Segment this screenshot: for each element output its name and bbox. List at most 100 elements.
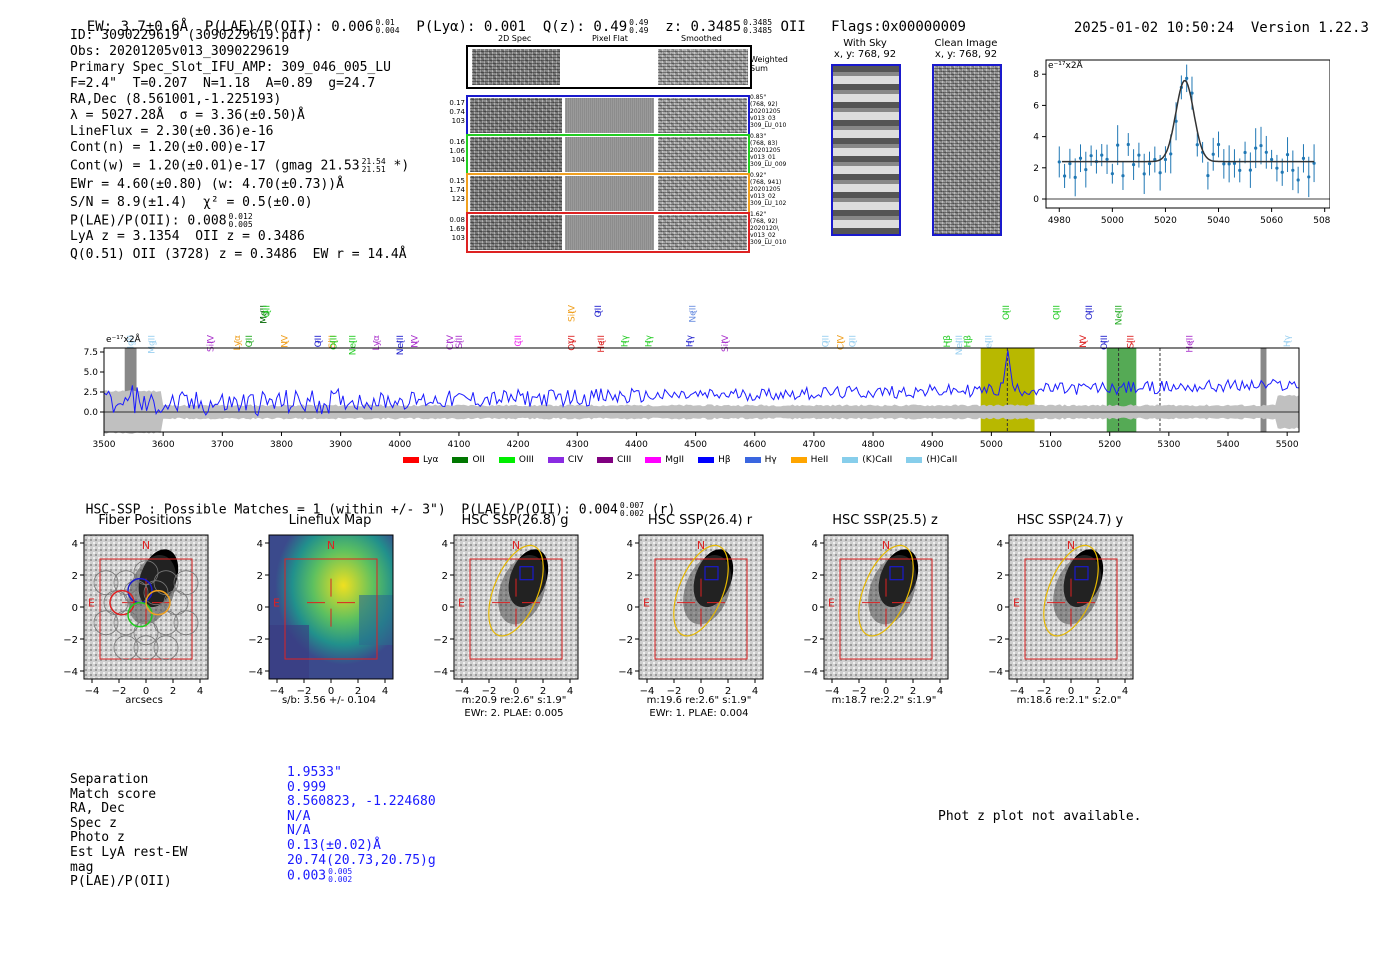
panel-ytick-label: 4	[812, 539, 818, 550]
fit-ytick-label: 0	[1033, 195, 1039, 205]
spectral-line-bracket: {	[686, 339, 695, 344]
cutout-info-line: 2020120\	[750, 225, 779, 232]
panel-ytick-label: 2	[442, 571, 448, 582]
legend-swatch	[597, 457, 614, 463]
clean-title: Clean Image	[934, 38, 998, 49]
info-contw-sub: 21.51	[361, 165, 386, 174]
panel-ytick-label: −2	[248, 635, 263, 646]
spectral-line-label: SiIV	[206, 334, 216, 352]
cutout-stat: 0.74	[449, 108, 465, 116]
spectrum-xtick-label: 4300	[566, 440, 589, 450]
spectral-line-label: CIV	[837, 334, 847, 350]
cutout-info-line: v013_02	[750, 232, 776, 239]
panel-ytick-label: −4	[248, 667, 263, 678]
spectral-line-label: Hγ	[621, 334, 631, 347]
fit-point	[1291, 168, 1295, 172]
panel-ytick-label: 2	[627, 571, 633, 582]
legend-label: Hγ	[764, 455, 777, 465]
lineflux-map-low	[359, 595, 393, 645]
spectral-line-bracket: {	[328, 339, 337, 344]
panel-xtick-label: 4	[567, 686, 573, 697]
fit-xtick-label: 4980	[1048, 216, 1071, 226]
fit-ytick-label: 8	[1033, 70, 1039, 80]
legend-swatch	[498, 457, 515, 463]
spectral-line-bracket: {	[1186, 339, 1195, 344]
weighted-smoothed	[658, 49, 748, 85]
clean-image	[932, 64, 1002, 236]
panel-xtick-label: −2	[852, 686, 867, 697]
imaging-panel: N E −4 −4 −2 −2 0 0 2 2 4 4	[248, 534, 394, 697]
fit-point	[1174, 119, 1178, 123]
fit-point	[1121, 174, 1125, 178]
cutout-left-stats: 0.08 1.69 103	[447, 216, 465, 243]
panel-xtick-label: 2	[1095, 686, 1101, 697]
hsc-suffix: (r)	[651, 502, 676, 518]
label-mag: mag	[70, 859, 94, 875]
spectral-line-label: OIII	[1052, 305, 1062, 320]
header-plae-range: 0.01 0.004	[375, 19, 399, 35]
panel-xtick-label: 0	[328, 686, 334, 697]
cutout-2dspec	[470, 176, 562, 211]
spectrum-xtick-label: 5300	[1157, 440, 1180, 450]
fit-point	[1089, 154, 1093, 158]
spectral-line-bracket: {	[127, 339, 136, 344]
cutout-stat: 104	[451, 156, 465, 164]
legend-item: Hγ	[744, 455, 777, 465]
spectral-line-label: NeII	[689, 305, 699, 323]
fiber-cutout-row	[466, 212, 750, 253]
spectral-line-bracket: {	[446, 339, 455, 344]
legend-item: OIII	[498, 455, 534, 465]
legend-swatch	[403, 457, 419, 463]
panel-xtick-label: 4	[752, 686, 758, 697]
info-contw: Cont(w) = 1.20(±0.01)e-17 (gmag 21.53	[70, 158, 360, 174]
panel-xtick-label: 0	[698, 686, 704, 697]
sky-title: With Sky	[843, 38, 887, 49]
fit-point	[1307, 175, 1311, 179]
header-datetime: 2025-01-02 10:50:24	[1073, 20, 1235, 36]
galaxy-halo	[1053, 555, 1102, 625]
east-label: E	[88, 597, 95, 610]
match-box	[704, 566, 719, 581]
fiber-circle	[123, 580, 149, 606]
cutout-pixelflat	[565, 98, 654, 133]
fit-point	[1147, 161, 1152, 166]
header-z-sup: 0.3485	[743, 18, 773, 27]
spectral-line-bracket: {	[1052, 309, 1061, 314]
spectrum-ytick-label: 0.0	[84, 408, 99, 418]
spectral-line-bracket: {	[330, 339, 339, 344]
panel-ytick-label: 4	[997, 539, 1003, 550]
spectrum-xtick-label: 4800	[862, 440, 885, 450]
fit-data-points	[1057, 64, 1316, 198]
fit-ytick-label: 6	[1033, 101, 1039, 111]
spectral-line-label: NeIII	[348, 335, 358, 355]
fit-point	[1190, 91, 1194, 95]
legend-swatch	[452, 457, 469, 463]
panel-xtick-label: −2	[667, 686, 682, 697]
fit-point	[1270, 157, 1274, 162]
cutout-stat: 123	[451, 195, 465, 203]
spectrum-xtick-label: 4700	[802, 440, 825, 450]
cutout-info-line: 309_LU_102	[750, 200, 787, 207]
fit-point	[1116, 143, 1120, 147]
info-contn: Cont(n) = 1.20(±0.00)e-17	[70, 140, 266, 155]
cutout-stat: 1.06	[449, 147, 465, 155]
panel-caption: s/b: 3.56 +/- 0.104	[281, 695, 377, 706]
fit-ellipse	[858, 544, 914, 637]
masked-region	[1260, 348, 1267, 432]
fit-ellipse	[1043, 544, 1099, 637]
cutout-pixelflat	[565, 176, 654, 211]
legend-swatch	[698, 457, 715, 463]
cutout-info-line: 20201205	[750, 147, 781, 154]
cutout-left-stats: 0.15 1.74 123	[447, 177, 465, 204]
panel-xtick-label: −4	[455, 686, 470, 697]
spectral-line-bracket: {	[822, 339, 831, 344]
spectral-line-label: Lyα	[372, 335, 382, 351]
imaging-panel: N E −4 −4 −2 −2 0 0 2 2 4 4	[433, 534, 579, 697]
legend-swatch	[645, 457, 662, 463]
hsc-plae-sup: 0.007	[619, 501, 644, 510]
info-fit: F=2.4" T=0.207 N=1.18 A=0.89 g=24.7	[70, 76, 376, 91]
spectrum-xtick-label: 4400	[625, 440, 648, 450]
panel-ytick-label: −4	[618, 667, 633, 678]
east-label: E	[458, 597, 465, 610]
